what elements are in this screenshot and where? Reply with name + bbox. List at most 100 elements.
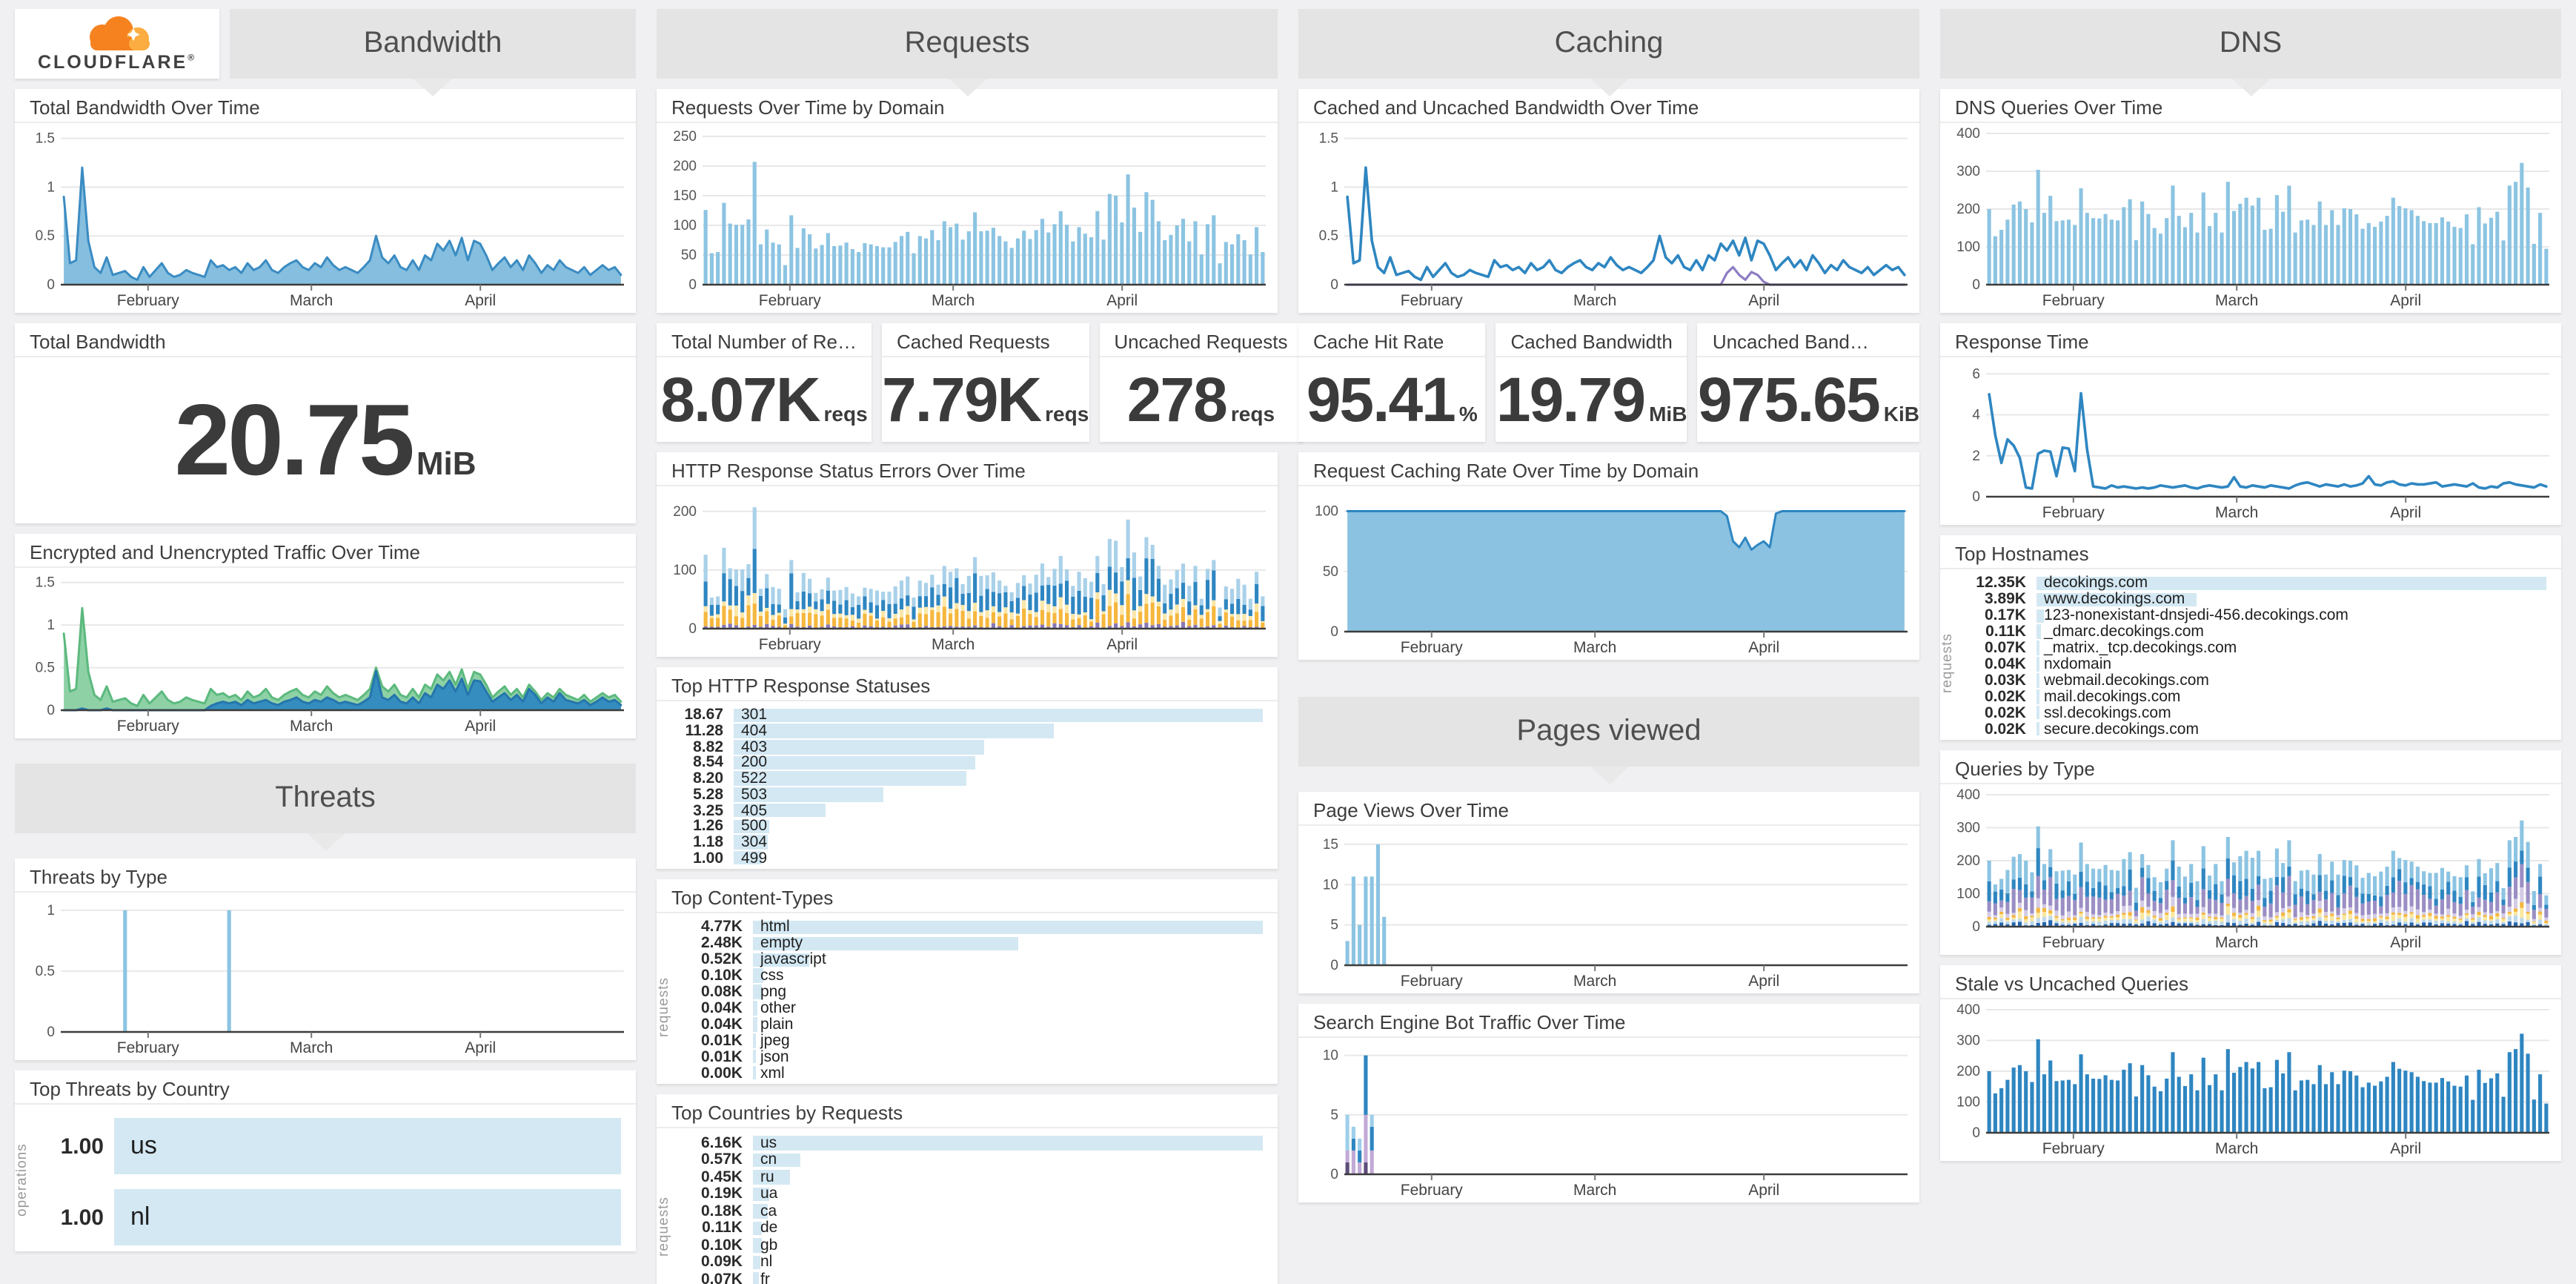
row-label: us: [760, 1134, 777, 1152]
list-row: 0.01K jpeg: [682, 1032, 1263, 1050]
row-label: nl: [760, 1253, 773, 1271]
svg-text:5: 5: [1330, 1108, 1338, 1123]
panel-bot-traffic: Search Engine Bot Traffic Over Time 0 5 10…: [1298, 1004, 1919, 1202]
chart-caching-rate: 0 50 100 February March April: [1298, 486, 1919, 660]
row-bar: [753, 1049, 755, 1064]
list-row: 0.01K json: [682, 1048, 1263, 1065]
section-header-caching: Caching: [1298, 9, 1919, 96]
row-value: 0.03K: [1984, 671, 2026, 689]
row-label: nxdomain: [2044, 655, 2112, 673]
svg-text:400: 400: [1956, 126, 1980, 142]
row-bar-area: empty: [753, 935, 1263, 953]
panel-title: Request Caching Rate Over Time by Domain: [1298, 452, 1919, 486]
row-value: 0.02K: [1984, 704, 2026, 722]
big-number: 278 reqs: [1127, 368, 1275, 431]
panel-title: Uncached Requests: [1099, 323, 1303, 357]
row-label: 499: [741, 849, 768, 867]
svg-text:4: 4: [1972, 408, 1980, 423]
svg-text:300: 300: [1956, 1033, 1980, 1049]
row-value: 4.77K: [700, 918, 743, 936]
list-rows: 18.67 301 11.28 404 8.82 403 8.54 200 8.20 522 5.2…: [663, 706, 1263, 867]
list-row: 0.18K ca: [682, 1202, 1263, 1220]
panel-cache-hit-rate: Cache Hit Rate 95.41%: [1298, 323, 1486, 442]
row-bar-area: 522: [734, 770, 1263, 787]
svg-text:April: April: [1106, 636, 1138, 653]
svg-text:February: February: [1401, 639, 1464, 656]
row-label: ssl.decokings.com: [2044, 704, 2171, 722]
row-value: 1.00: [693, 849, 723, 867]
row-value: 0.02K: [1984, 720, 2026, 738]
panel-title: Top Hostnames: [1940, 535, 2561, 569]
svg-text:March: March: [1573, 639, 1616, 656]
row-value: 0.11K: [702, 1219, 743, 1237]
stat-value: 278: [1126, 364, 1228, 434]
row-bar: [2036, 689, 2039, 704]
axis-unit-label: requests: [657, 976, 672, 1036]
list-row: 0.52K javascript: [682, 951, 1263, 969]
row-bar-area: 123-nonexistant-dnsjedi-456.decokings.co…: [2036, 606, 2546, 625]
row-bar: [2036, 592, 2197, 607]
panel-cached-uncached-bandwidth: Cached and Uncached Bandwidth Over Time …: [1298, 89, 1919, 313]
svg-text:0.5: 0.5: [1319, 228, 1338, 244]
row-label: decokings.com: [2044, 574, 2148, 592]
chart-canvas: 0 50 100 February March April: [1315, 504, 1908, 656]
svg-text:March: March: [290, 1039, 333, 1056]
svg-text:0.5: 0.5: [36, 964, 55, 979]
list-top-content-types: requests 4.77K html 2.48K empty 0.52K javascri…: [657, 913, 1278, 1084]
svg-text:300: 300: [1956, 164, 1980, 179]
big-number: 95.41%: [1307, 368, 1478, 431]
svg-text:March: March: [1573, 973, 1616, 990]
row-bar-area: 301: [734, 706, 1263, 724]
row-bar: [753, 1033, 755, 1048]
list-row: 0.00K xml: [682, 1064, 1263, 1082]
row-bar-area: gb: [753, 1236, 1263, 1254]
row-label: _dmarc.decokings.com: [2044, 623, 2204, 641]
row-label: xml: [760, 1064, 785, 1082]
row-value: 0.45K: [700, 1168, 743, 1186]
svg-text:300: 300: [1956, 821, 1980, 836]
panel-title: Top Threats by Country: [15, 1070, 636, 1105]
row-label: 123-nonexistant-dnsjedi-456.decokings.co…: [2044, 606, 2348, 625]
panel-total-bandwidth: Total Bandwidth 20.75 MiB: [15, 323, 636, 523]
row-bar: [2036, 721, 2039, 736]
svg-text:April: April: [465, 292, 496, 309]
section-title: Caching: [1554, 27, 1664, 59]
svg-text:100: 100: [1956, 887, 1980, 902]
section-header-threats: Threats: [15, 764, 636, 851]
stat-value: 7.79K: [882, 364, 1042, 434]
section-header-requests: Requests: [657, 9, 1278, 96]
row-value: 1.00: [60, 1205, 104, 1230]
chart-canvas: 0 100 200 300 400 February March April: [1956, 126, 2549, 309]
chart-page-views: 0 5 10 15 February March April: [1298, 826, 1919, 993]
svg-text:February: February: [2042, 934, 2105, 951]
svg-text:February: February: [2042, 292, 2105, 309]
row-bar: [753, 1001, 757, 1016]
panel-title: Cached and Uncached Bandwidth Over Time: [1298, 89, 1919, 123]
row-bar-area: 405: [734, 801, 1263, 819]
stat-value: 20.75: [174, 384, 415, 497]
stat-unit: MiB: [416, 445, 477, 482]
chart-queries-by-type: 0 100 200 300 400 February March April: [1940, 784, 2561, 955]
list-row: 0.07K _matrix._tcp.decokings.com: [1965, 639, 2546, 657]
row-value: 18.67: [684, 706, 723, 724]
chart-threats-by-type: 0 0.5 1 February March April: [15, 893, 636, 1060]
svg-text:0: 0: [688, 277, 697, 293]
row-label: 404: [741, 722, 768, 741]
row-value: 3.25: [693, 801, 723, 820]
row-value: 0.04K: [1984, 655, 2026, 673]
row-value: 1.00: [60, 1134, 104, 1159]
svg-text:100: 100: [673, 218, 697, 234]
svg-text:March: March: [2215, 504, 2258, 521]
svg-text:50: 50: [681, 248, 697, 263]
row-bar-area: other: [753, 999, 1263, 1017]
row-value: 1.26: [693, 817, 723, 835]
section-title: Requests: [904, 27, 1030, 59]
row-label: gb: [760, 1236, 778, 1254]
svg-text:1.5: 1.5: [36, 575, 55, 591]
row-label: other: [760, 999, 796, 1017]
row-bar: [2036, 609, 2044, 623]
svg-text:April: April: [1748, 292, 1779, 309]
row-bar: [114, 1189, 621, 1245]
row-bar: [753, 968, 764, 983]
svg-text:March: March: [2215, 934, 2258, 951]
